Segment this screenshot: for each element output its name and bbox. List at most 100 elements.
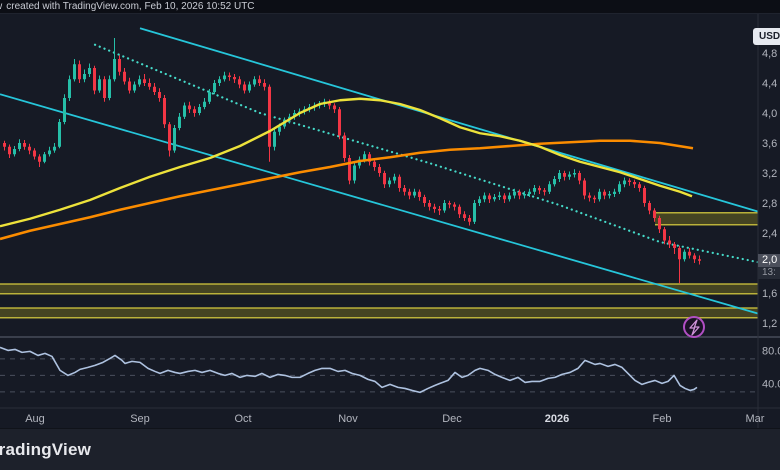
- candle-body: [258, 79, 261, 83]
- candle-body: [418, 191, 421, 197]
- candle-body: [88, 68, 91, 74]
- time-axis[interactable]: Aug Sep Oct Nov Dec 2026 Feb Mar: [25, 413, 765, 425]
- candle-body: [248, 84, 251, 91]
- candle-body: [183, 105, 186, 117]
- candle-body: [218, 79, 221, 83]
- candle-body: [698, 259, 701, 261]
- candle-body: [643, 188, 646, 203]
- price-axis-label: 1,6: [762, 288, 777, 300]
- candle-body: [293, 113, 296, 117]
- candle-body: [468, 218, 471, 222]
- candle-body: [448, 203, 451, 205]
- candle-body: [368, 154, 371, 162]
- candle-body: [363, 154, 366, 160]
- candle-body: [168, 124, 171, 151]
- candle-body: [488, 195, 491, 200]
- tradingview-logo[interactable]: TradingView: [0, 440, 92, 459]
- candle-body: [458, 206, 461, 215]
- candle-body: [328, 101, 331, 106]
- candle-body: [78, 64, 81, 80]
- candle-body: [8, 146, 11, 155]
- candle-body: [543, 190, 546, 192]
- candle-body: [628, 180, 631, 182]
- candle-body: [23, 143, 26, 147]
- candle-body: [188, 105, 191, 110]
- candle-body: [333, 105, 336, 110]
- candle-body: [658, 218, 661, 230]
- usd-currency-button[interactable]: USD: [753, 28, 780, 45]
- candle-body: [33, 150, 36, 157]
- candlestick-series[interactable]: [3, 38, 701, 284]
- candle-body: [568, 174, 571, 177]
- price-axis[interactable]: 4,8 4,4 4,0 3,6 3,2 2,8 2,4 1,6 1,2: [762, 48, 777, 330]
- ma-200-line[interactable]: [0, 139, 694, 241]
- time-axis-label: Dec: [442, 413, 462, 425]
- price-pane[interactable]: [0, 27, 762, 319]
- candle-body: [278, 126, 281, 132]
- ma-50-line[interactable]: [0, 97, 693, 228]
- candle-body: [153, 86, 156, 92]
- dotted-downtrend-line[interactable]: [93, 43, 762, 264]
- channel-upper-trendline[interactable]: [139, 27, 762, 213]
- candle-body: [693, 255, 696, 260]
- channel-lower-trendline[interactable]: [0, 93, 762, 315]
- candle-body: [558, 173, 561, 179]
- price-axis-label: 3,6: [762, 138, 777, 150]
- candle-body: [243, 84, 246, 91]
- candle-body: [68, 79, 71, 98]
- candle-body: [113, 59, 116, 80]
- candle-body: [208, 92, 211, 102]
- candle-body: [223, 75, 226, 80]
- candle-body: [63, 98, 66, 122]
- candle-body: [478, 199, 481, 203]
- candle-body: [678, 248, 681, 260]
- candle-body: [178, 116, 181, 128]
- candle-body: [623, 180, 626, 185]
- candle-body: [108, 79, 111, 98]
- candle-body: [398, 176, 401, 188]
- candle-body: [193, 109, 196, 113]
- candle-body: [593, 197, 596, 200]
- candle-body: [608, 194, 611, 196]
- candle-body: [173, 128, 176, 151]
- price-axis-label: 2,4: [762, 228, 777, 240]
- support-zone-1: [0, 284, 758, 294]
- candle-body: [3, 143, 6, 147]
- candle-body: [503, 195, 506, 200]
- lightning-icon: [689, 319, 700, 336]
- candle-body: [53, 146, 56, 151]
- candle-body: [553, 179, 556, 185]
- lightning-badge[interactable]: [683, 316, 705, 338]
- candle-body: [93, 68, 96, 91]
- candle-body: [638, 184, 641, 188]
- price-axis-label: 3,2: [762, 168, 777, 180]
- time-axis-label: 2026: [545, 413, 569, 425]
- resistance-zone: [655, 212, 758, 225]
- support-zone-2: [0, 308, 758, 318]
- candle-body: [538, 188, 541, 191]
- candle-body: [433, 206, 436, 209]
- price-axis-label: 2,8: [762, 198, 777, 210]
- candle-body: [548, 184, 551, 192]
- candle-body: [268, 86, 271, 147]
- current-price-tag: 2,0: [758, 254, 780, 267]
- candle-body: [43, 154, 46, 162]
- rsi-pane[interactable]: 80.00 40.00: [0, 346, 780, 394]
- candle-body: [413, 191, 416, 196]
- candle-body: [83, 74, 86, 80]
- candle-body: [428, 203, 431, 207]
- candle-body: [578, 173, 581, 181]
- candle-body: [213, 83, 216, 92]
- candle-body: [353, 165, 356, 181]
- candle-body: [18, 143, 21, 149]
- candle-body: [158, 92, 161, 98]
- candle-body: [528, 191, 531, 194]
- candle-body: [58, 122, 61, 147]
- candle-body: [378, 167, 381, 173]
- candle-body: [603, 191, 606, 196]
- candle-body: [383, 173, 386, 185]
- candle-body: [683, 251, 686, 260]
- bar-countdown-tag: 13:: [758, 267, 780, 279]
- candle-body: [463, 214, 466, 218]
